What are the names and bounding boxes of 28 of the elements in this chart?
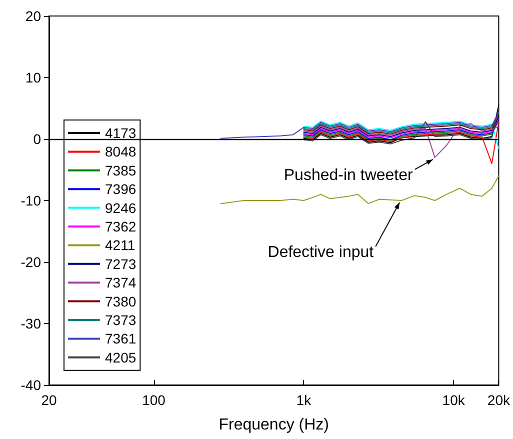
annotation: Defective input	[268, 244, 374, 261]
y-tick-label: 20	[25, 8, 42, 24]
legend-label: 8048	[105, 144, 136, 160]
legend-label: 7385	[105, 162, 136, 178]
x-axis-title: Frequency (Hz)	[218, 416, 329, 434]
legend-label: 7396	[105, 181, 136, 198]
legend-label: 4211	[105, 237, 136, 254]
legend-label: 7273	[105, 256, 136, 272]
legend-label: 7374	[105, 274, 136, 291]
legend-label: 7373	[105, 312, 136, 328]
legend-label: 9246	[105, 200, 136, 216]
x-tick-label: 1k	[296, 392, 312, 408]
legend-label: 7362	[105, 218, 136, 234]
y-tick-label: -20	[20, 254, 42, 270]
y-tick-label: -30	[20, 316, 42, 332]
annotation: Pushed-in tweeter	[284, 166, 414, 184]
y-tick-label: -40	[20, 377, 42, 393]
x-tick-label: 100	[142, 392, 166, 408]
legend-label: 4205	[105, 349, 136, 366]
x-tick-label: 10k	[442, 392, 466, 408]
legend-label: 4173	[105, 125, 136, 141]
x-tick-label: 20k	[487, 392, 511, 408]
y-tick-label: -10	[20, 192, 42, 208]
y-tick-label: 0	[33, 131, 42, 147]
legend-label: 7361	[105, 330, 136, 347]
legend-label: 7380	[105, 293, 136, 310]
y-tick-label: 10	[25, 70, 42, 86]
x-tick-label: 20	[41, 392, 57, 408]
